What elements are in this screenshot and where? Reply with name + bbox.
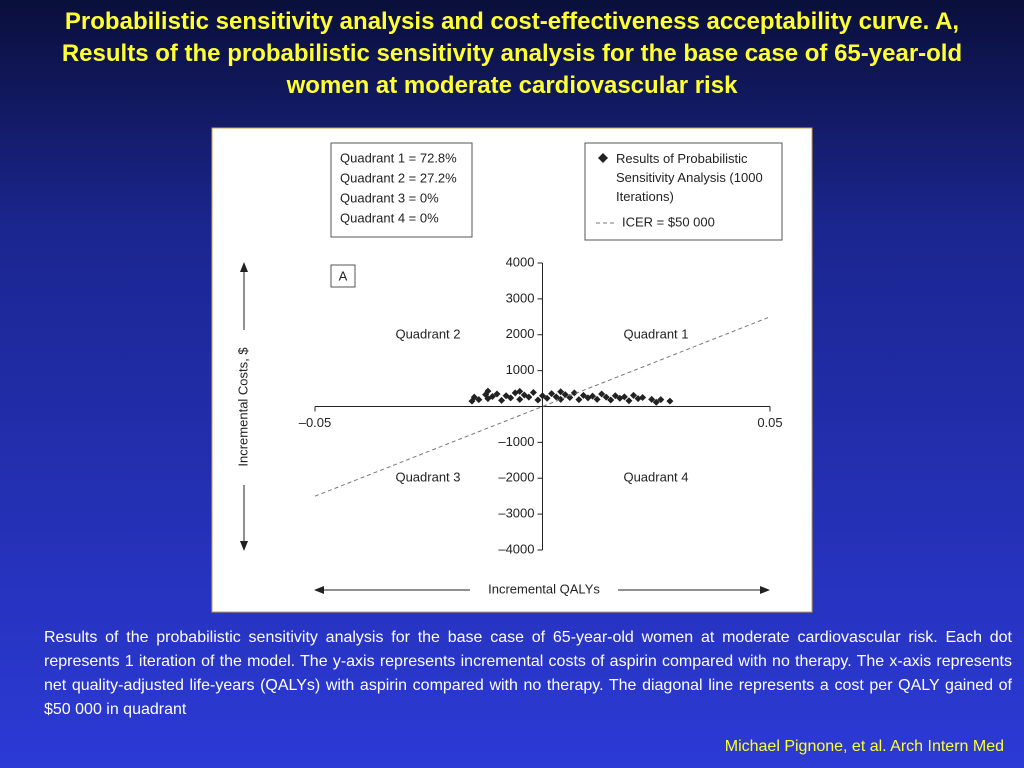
- y-tick-label: 3000: [506, 290, 535, 305]
- data-point: [589, 392, 597, 400]
- x-tick-label: –0.05: [299, 415, 332, 430]
- data-point: [598, 390, 606, 398]
- data-point: [625, 397, 633, 405]
- arrow-head: [240, 541, 248, 551]
- data-point: [516, 387, 524, 395]
- data-point: [561, 391, 569, 399]
- data-point: [552, 393, 560, 401]
- data-point: [529, 389, 537, 397]
- legend-text: Results of Probabilistic Sensitivity Ana…: [616, 151, 763, 204]
- data-point: [525, 393, 533, 401]
- data-point: [488, 392, 496, 400]
- x-axis-label: Incremental QALYs: [488, 581, 600, 596]
- data-point: [607, 396, 615, 404]
- icer-line: [314, 316, 771, 497]
- data-point: [639, 394, 647, 402]
- data-point: [516, 395, 524, 403]
- arrow-head: [314, 586, 324, 594]
- y-axis-label: Incremental Costs, $: [235, 347, 250, 467]
- panel-label-box: [330, 264, 356, 288]
- y-tick-label: –3000: [498, 506, 534, 521]
- data-point: [611, 392, 619, 400]
- panel-label: A: [339, 268, 348, 283]
- quadrant-label: Quadrant 2: [395, 326, 460, 341]
- data-point: [593, 395, 601, 403]
- y-tick-label: 2000: [506, 326, 535, 341]
- y-tick-label: 1000: [506, 362, 535, 377]
- data-point: [557, 388, 565, 396]
- slide-title: Probabilistic sensitivity analysis and c…: [61, 8, 963, 99]
- data-point: [507, 394, 515, 402]
- quadrant-label: Quadrant 1: [623, 326, 688, 341]
- caption: Results of the probabilistic sensitivity…: [44, 629, 1012, 718]
- data-point: [543, 394, 551, 402]
- data-point: [484, 387, 492, 395]
- quadrant-summary: Quadrant 2 = 27.2%: [340, 170, 457, 185]
- y-tick-label: 4000: [506, 254, 535, 269]
- data-point: [475, 396, 483, 404]
- arrow-head: [240, 262, 248, 272]
- quadrant-summary: Quadrant 3 = 0%: [340, 190, 439, 205]
- data-point: [534, 396, 542, 404]
- legend-marker: [598, 153, 608, 163]
- data-point: [493, 390, 501, 398]
- data-point: [666, 397, 674, 405]
- data-point: [648, 395, 656, 403]
- quadrant-summary: Quadrant 1 = 72.8%: [340, 150, 457, 165]
- data-point: [620, 393, 628, 401]
- data-point: [575, 396, 583, 404]
- chart: A Incremental Costs, $ Incremental QALYs…: [211, 127, 813, 613]
- y-tick-label: –4000: [498, 541, 534, 556]
- data-point: [557, 395, 565, 403]
- data-point: [498, 396, 506, 404]
- data-point: [548, 390, 556, 398]
- quadrant-label: Quadrant 3: [395, 469, 460, 484]
- quadrant-label: Quadrant 4: [623, 469, 688, 484]
- data-point: [579, 391, 587, 399]
- data-point: [630, 391, 637, 399]
- citation: Michael Pignone, et al. Arch Intern Med: [724, 738, 1004, 755]
- data-point: [470, 393, 478, 401]
- summary-box: [330, 142, 473, 238]
- y-tick-label: –2000: [498, 470, 534, 485]
- y-tick-label: –1000: [498, 434, 534, 449]
- data-point: [539, 392, 546, 400]
- arrow-head: [760, 586, 770, 594]
- data-point: [602, 393, 610, 401]
- data-point: [657, 396, 665, 404]
- legend-text: ICER = $50 000: [622, 214, 715, 229]
- data-point: [652, 398, 660, 406]
- x-tick-label: 0.05: [757, 415, 782, 430]
- legend-box: [584, 142, 783, 241]
- data-point: [566, 394, 574, 402]
- quadrant-summary: Quadrant 4 = 0%: [340, 210, 439, 225]
- legend-entry: Results of Probabilistic Sensitivity Ana…: [616, 151, 763, 204]
